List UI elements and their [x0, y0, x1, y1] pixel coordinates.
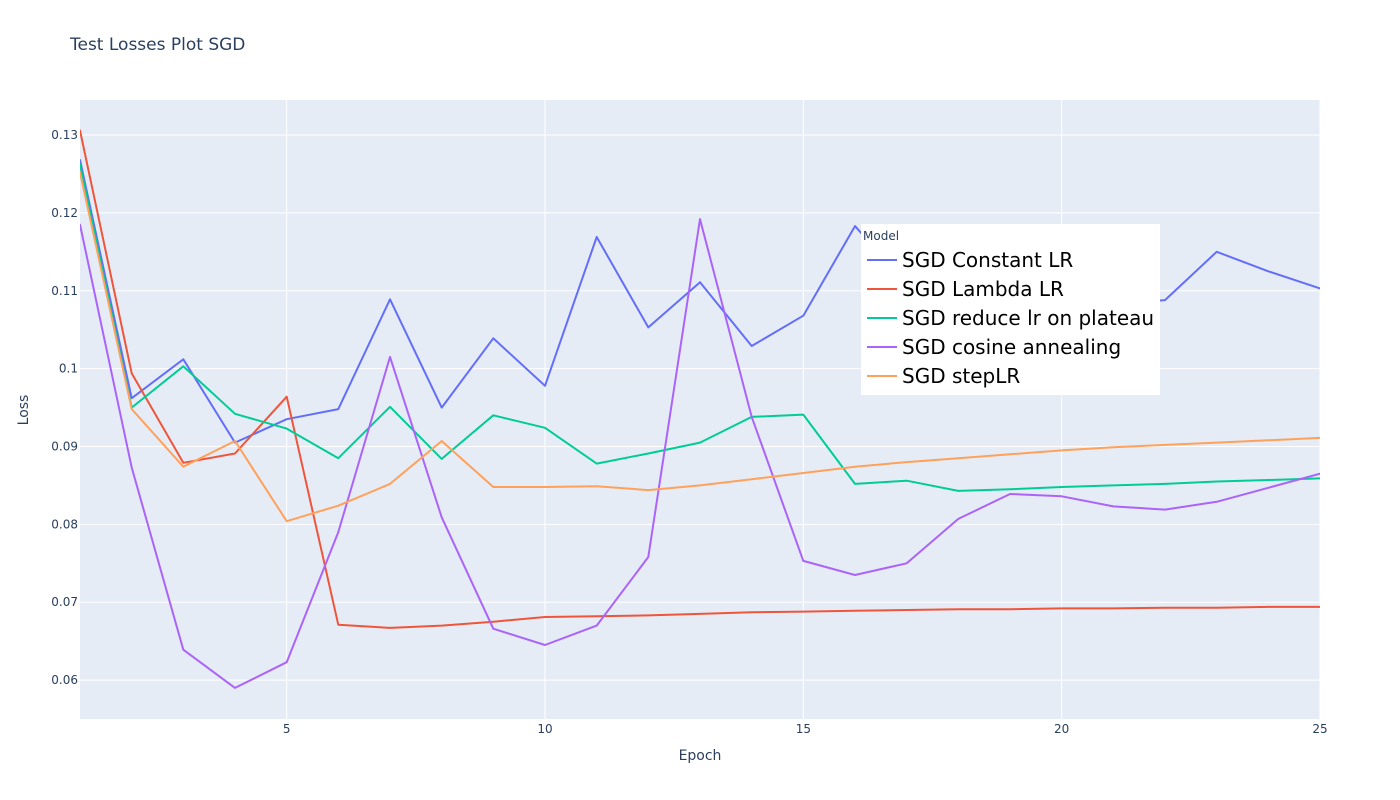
y-tick-label: 0.06 [51, 673, 78, 687]
x-tick-label: 5 [283, 722, 291, 736]
legend-items[interactable]: SGD Constant LR SGD Lambda LR SGD reduce l… [867, 248, 1154, 388]
x-axis-ticks: 5 10 15 20 25 [283, 722, 1328, 736]
y-axis-ticks: 0.06 0.07 0.08 0.09 0.1 0.11 0.12 0.13 [51, 128, 78, 687]
legend[interactable]: Model SGD Constant LR SGD Lambda LR SGD re… [861, 224, 1160, 395]
y-axis-title: Loss [16, 395, 32, 426]
legend-item[interactable]: SGD cosine annealing [867, 335, 1121, 359]
y-tick-label: 0.13 [51, 128, 78, 142]
x-tick-label: 25 [1312, 722, 1327, 736]
chart-title: Test Losses Plot SGD [69, 35, 245, 55]
x-tick-label: 10 [537, 722, 552, 736]
y-tick-label: 0.09 [51, 439, 78, 453]
legend-label: SGD stepLR [902, 364, 1020, 388]
y-tick-label: 0.11 [51, 284, 78, 298]
legend-label: SGD Lambda LR [902, 277, 1064, 301]
legend-label: SGD reduce lr on plateau [902, 306, 1154, 330]
series-line-1 [80, 129, 1320, 629]
y-tick-label: 0.12 [51, 206, 78, 220]
plot-area [80, 100, 1320, 719]
y-tick-label: 0.07 [51, 595, 78, 609]
series-line-4 [80, 171, 1320, 523]
series-line-3 [80, 218, 1320, 689]
x-tick-label: 20 [1054, 722, 1069, 736]
legend-item[interactable]: SGD Lambda LR [867, 277, 1064, 301]
y-tick-label: 0.1 [59, 362, 78, 376]
legend-label: SGD cosine annealing [902, 335, 1121, 359]
legend-box [861, 224, 1160, 395]
series-line-2 [80, 163, 1320, 492]
x-tick-label: 15 [796, 722, 811, 736]
y-tick-label: 0.08 [51, 517, 78, 531]
legend-item[interactable]: SGD stepLR [867, 364, 1020, 388]
x-axis-title: Epoch [679, 748, 722, 764]
legend-title: Model [863, 229, 899, 243]
legend-label: SGD Constant LR [902, 248, 1073, 272]
legend-item[interactable]: SGD Constant LR [867, 248, 1073, 272]
legend-item[interactable]: SGD reduce lr on plateau [867, 306, 1154, 330]
series-lines [80, 129, 1320, 689]
